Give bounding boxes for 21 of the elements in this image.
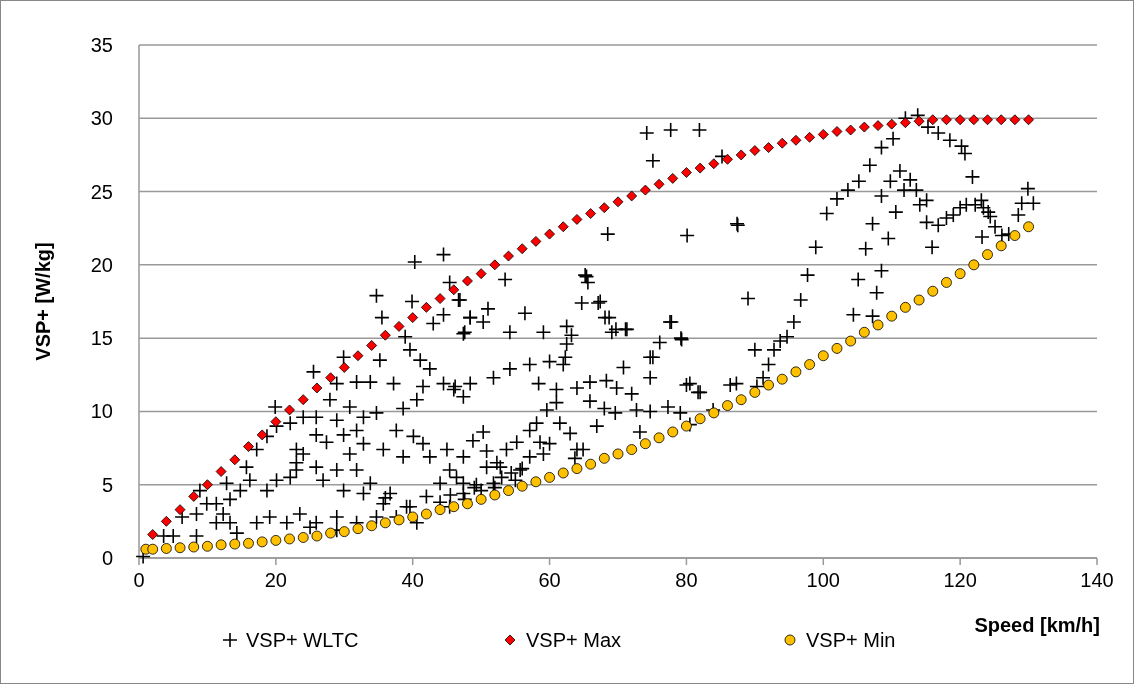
y-tick-label: 20 bbox=[90, 253, 113, 276]
y-tick-label: 35 bbox=[90, 34, 113, 56]
legend-label: VSP+ Max bbox=[526, 629, 622, 651]
y-tick-label: 15 bbox=[90, 327, 113, 350]
x-tick-label: 60 bbox=[538, 569, 561, 591]
legend-label: VSP+ WLTC bbox=[246, 629, 359, 651]
x-tick-label: 80 bbox=[675, 569, 698, 591]
x-tick-label: 100 bbox=[806, 569, 840, 591]
x-tick-label: 40 bbox=[401, 569, 424, 591]
legend-label: VSP+ Min bbox=[806, 629, 896, 651]
x-axis-title: Speed [km/h] bbox=[974, 614, 1100, 636]
x-tick-label: 120 bbox=[943, 569, 977, 591]
x-tick-label: 140 bbox=[1080, 569, 1114, 591]
x-tick-label: 0 bbox=[133, 569, 145, 591]
y-tick-label: 10 bbox=[90, 400, 113, 423]
y-tick-label: 25 bbox=[90, 180, 113, 203]
y-tick-label: 5 bbox=[101, 473, 113, 496]
x-tick-label: 20 bbox=[264, 569, 287, 591]
y-axis-title: VSP+ [W/kg] bbox=[32, 242, 54, 361]
y-tick-label: 0 bbox=[101, 547, 113, 569]
y-tick-label: 30 bbox=[90, 107, 113, 130]
